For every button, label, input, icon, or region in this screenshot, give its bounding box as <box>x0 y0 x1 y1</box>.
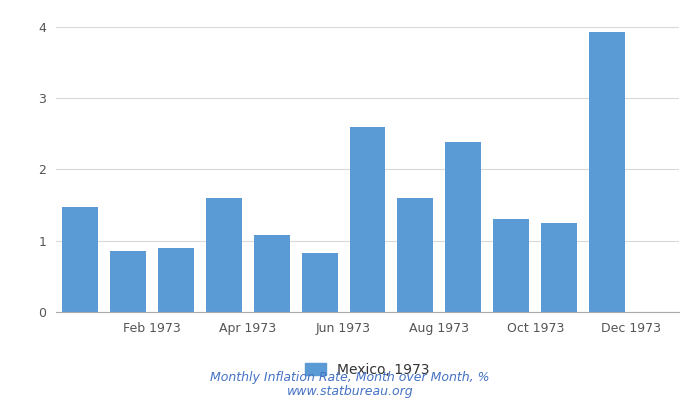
Bar <box>158 248 194 312</box>
Bar <box>398 198 433 312</box>
Bar <box>206 198 241 312</box>
Bar <box>302 253 337 312</box>
Bar <box>62 207 98 312</box>
Bar <box>110 251 146 312</box>
Bar <box>589 32 625 312</box>
Text: Monthly Inflation Rate, Month over Month, %: Monthly Inflation Rate, Month over Month… <box>210 372 490 384</box>
Bar <box>541 223 578 312</box>
Legend: Mexico, 1973: Mexico, 1973 <box>300 358 435 382</box>
Text: www.statbureau.org: www.statbureau.org <box>287 386 413 398</box>
Bar <box>494 219 529 312</box>
Bar <box>445 142 482 312</box>
Bar <box>349 126 386 312</box>
Bar <box>253 235 290 312</box>
